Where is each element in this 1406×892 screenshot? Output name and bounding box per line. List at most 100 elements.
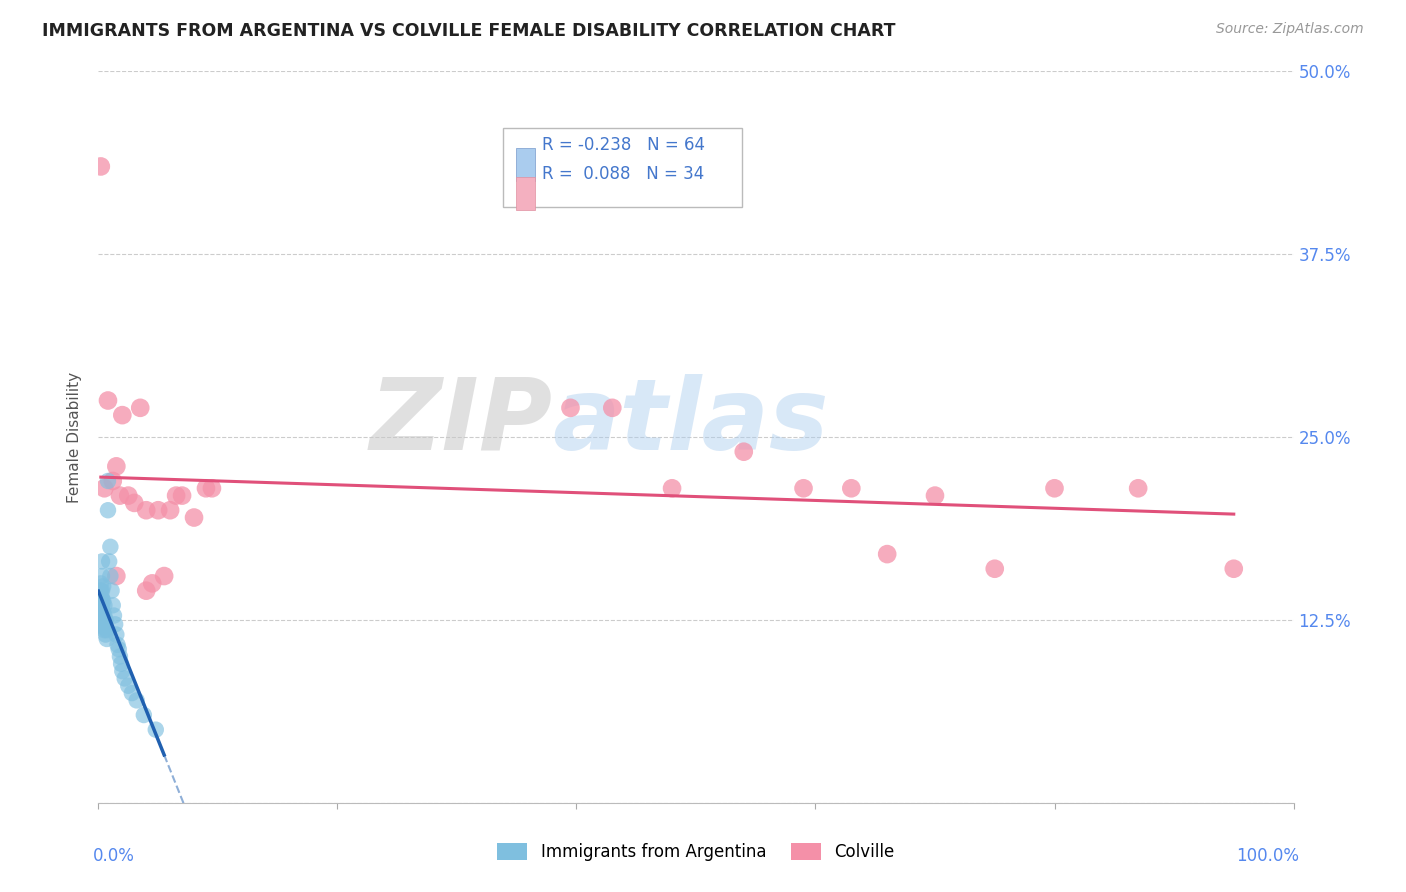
Point xyxy=(733,444,755,458)
Text: R = -0.238   N = 64: R = -0.238 N = 64 xyxy=(541,136,704,154)
Point xyxy=(90,610,112,624)
Point xyxy=(89,594,111,608)
Point xyxy=(876,547,898,561)
Point xyxy=(91,554,114,568)
Text: atlas: atlas xyxy=(553,374,830,471)
Point xyxy=(91,591,114,605)
Point xyxy=(89,603,111,617)
Point xyxy=(111,408,134,422)
Point xyxy=(117,679,139,693)
Point xyxy=(1128,481,1150,495)
Text: 0.0%: 0.0% xyxy=(93,847,135,864)
Point xyxy=(602,401,624,415)
Point xyxy=(94,620,117,634)
Point xyxy=(107,642,129,657)
Point xyxy=(661,481,683,495)
Point xyxy=(97,503,120,517)
Point xyxy=(108,649,131,664)
Point xyxy=(159,503,181,517)
Point xyxy=(93,481,115,495)
Point xyxy=(108,489,131,503)
Point xyxy=(148,503,170,517)
Point xyxy=(105,459,128,474)
Point xyxy=(94,627,117,641)
Point xyxy=(91,599,114,613)
Point xyxy=(87,599,110,613)
Point xyxy=(195,481,218,495)
Point xyxy=(93,623,115,637)
Point xyxy=(90,594,112,608)
Point xyxy=(90,583,112,598)
Point xyxy=(93,617,115,632)
Point xyxy=(111,664,134,678)
Point xyxy=(91,583,114,598)
Point xyxy=(141,576,163,591)
Point xyxy=(124,496,146,510)
Point xyxy=(90,613,112,627)
Point xyxy=(91,569,114,583)
Point xyxy=(101,474,124,488)
Point xyxy=(153,569,176,583)
Point xyxy=(97,474,120,488)
Point xyxy=(91,613,114,627)
Point xyxy=(89,588,111,602)
Point xyxy=(107,638,129,652)
Point xyxy=(89,608,111,623)
Text: 100.0%: 100.0% xyxy=(1236,847,1299,864)
Point xyxy=(110,657,132,671)
Point xyxy=(114,672,136,686)
Point xyxy=(1043,481,1066,495)
Point xyxy=(98,554,121,568)
Point xyxy=(98,540,122,554)
Point xyxy=(103,608,125,623)
Point xyxy=(90,606,112,620)
Point xyxy=(924,489,946,503)
Point xyxy=(90,160,112,174)
Point xyxy=(145,723,167,737)
Point xyxy=(183,510,205,524)
Point xyxy=(91,608,114,623)
Point xyxy=(89,597,111,611)
Point xyxy=(101,599,124,613)
Text: ZIP: ZIP xyxy=(370,374,553,471)
Point xyxy=(89,601,111,615)
Point xyxy=(172,489,194,503)
Point xyxy=(89,583,111,598)
Point xyxy=(90,591,112,605)
Point xyxy=(165,489,187,503)
Point xyxy=(96,623,118,637)
Point xyxy=(91,603,114,617)
Point xyxy=(90,601,112,615)
Point xyxy=(91,613,114,627)
Point xyxy=(98,569,122,583)
Point xyxy=(91,606,114,620)
Text: Source: ZipAtlas.com: Source: ZipAtlas.com xyxy=(1216,22,1364,37)
Point xyxy=(89,606,111,620)
Point xyxy=(129,401,152,415)
Point xyxy=(984,562,1007,576)
Point xyxy=(100,583,122,598)
Point xyxy=(117,489,139,503)
Point xyxy=(841,481,863,495)
Point xyxy=(89,599,111,614)
Point xyxy=(201,481,224,495)
Point xyxy=(91,594,114,608)
Point xyxy=(793,481,815,495)
Point xyxy=(560,401,582,415)
Point xyxy=(91,579,114,593)
Point xyxy=(90,576,112,591)
Point xyxy=(91,617,114,632)
Point xyxy=(104,617,127,632)
Text: IMMIGRANTS FROM ARGENTINA VS COLVILLE FEMALE DISABILITY CORRELATION CHART: IMMIGRANTS FROM ARGENTINA VS COLVILLE FE… xyxy=(42,22,896,40)
Point xyxy=(94,613,117,627)
Point xyxy=(97,393,120,408)
Point xyxy=(105,627,128,641)
Point xyxy=(93,599,115,613)
Text: R =  0.088   N = 34: R = 0.088 N = 34 xyxy=(541,165,704,183)
Point xyxy=(91,620,114,634)
Point xyxy=(93,608,115,623)
Y-axis label: Female Disability: Female Disability xyxy=(67,371,83,503)
Point xyxy=(125,693,148,707)
Point xyxy=(90,597,112,611)
Point xyxy=(96,632,118,646)
